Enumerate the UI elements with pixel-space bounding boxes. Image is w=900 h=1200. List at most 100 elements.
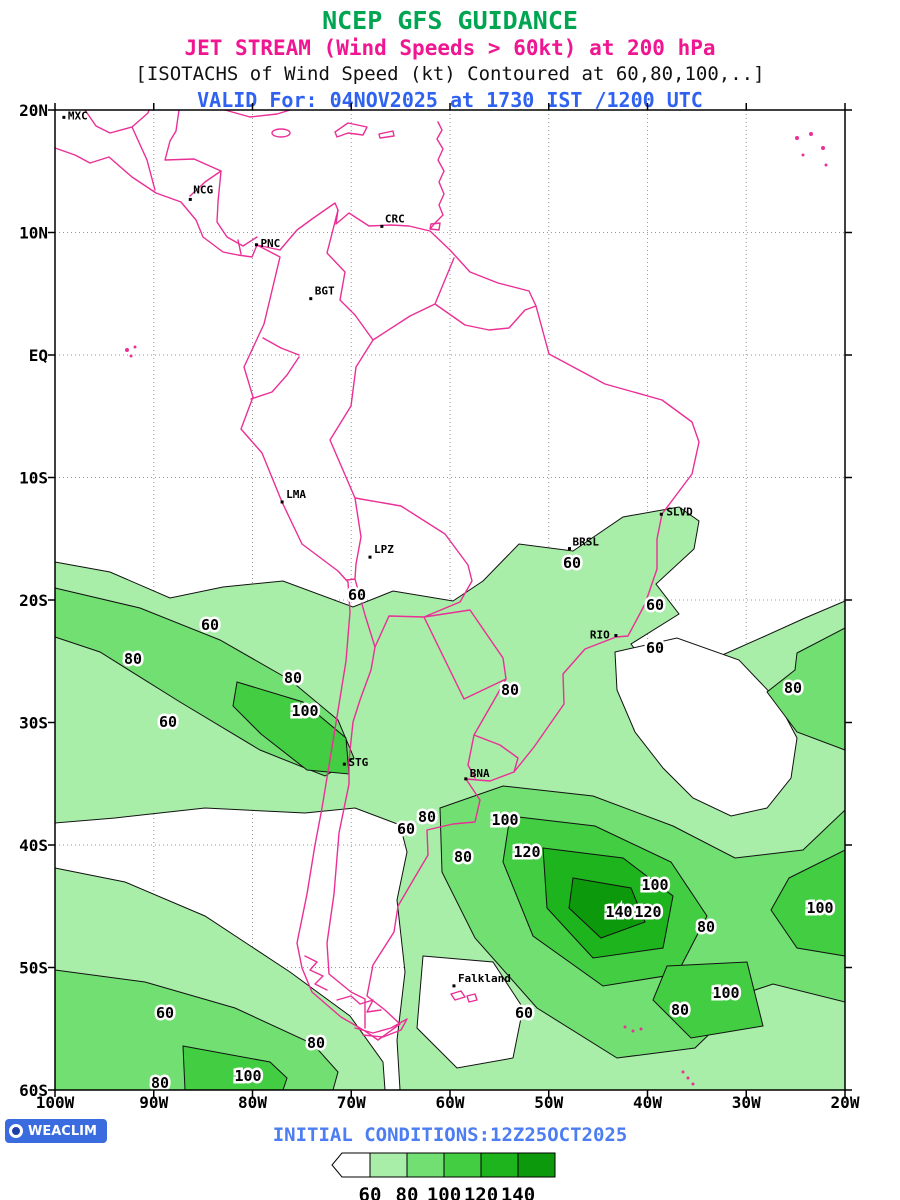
island-puerto-rico: [378, 130, 395, 139]
legend-labels: 60 80 100 120 140: [330, 1182, 560, 1200]
city-label: SLVD: [666, 505, 693, 518]
city-label: MXC: [68, 109, 88, 122]
legend-cell: [369, 1152, 408, 1178]
south-atlantic-islet: [639, 1027, 643, 1031]
city-label: BNA: [470, 767, 490, 780]
isotach-140-region: [568, 877, 646, 939]
border-north: [250, 209, 537, 400]
contour-label: 100: [712, 984, 739, 1002]
coastlines-and-borders: [54, 109, 700, 1041]
contour-label: 80: [671, 1001, 689, 1019]
isotach-fill-regions: [54, 506, 846, 1091]
contour-label: 120: [634, 903, 661, 921]
border-bolivia-brazil-paraguay: [354, 497, 507, 700]
fuego-fjord-squiggles: [304, 955, 408, 1038]
border-west-central: [329, 339, 425, 648]
city-marker: [62, 115, 66, 119]
lon-axis-label: 30W: [732, 1093, 761, 1110]
contour-label: 100: [806, 899, 833, 917]
isotach-100-region: [652, 961, 764, 1039]
city-marker: [380, 224, 384, 228]
legend-below-min-arrow: [331, 1152, 371, 1178]
border-argentina-uruguay-brazil: [467, 678, 519, 779]
city-marker: [452, 984, 456, 988]
cape-verde-islet: [809, 132, 813, 136]
city-marker: [659, 512, 663, 516]
city-marker: [567, 547, 571, 551]
island-trinidad: [429, 222, 441, 231]
legend-cell: [406, 1152, 445, 1178]
galapagos-islet: [129, 354, 133, 358]
south-atlantic-islet: [623, 1025, 627, 1029]
contour-label: 60: [397, 820, 415, 838]
country-borders: [131, 126, 537, 1029]
contour-label: 60: [348, 586, 366, 604]
sub-60-gap: [416, 955, 524, 1069]
title-model: NCEP GFS GUIDANCE: [322, 6, 578, 35]
title-contour-info: [ISOTACHS of Wind Speed (kt) Contoured a…: [135, 63, 765, 85]
coast-yucatan: [84, 109, 150, 134]
city-label: BRSL: [572, 536, 599, 549]
city-marker: [254, 243, 258, 247]
lesser-antilles-arc: [430, 121, 445, 229]
contour-label: 80: [151, 1074, 169, 1092]
contour-label: 80: [124, 650, 142, 668]
contour-label: 80: [284, 669, 302, 687]
weaclim-logo-icon: [9, 1124, 23, 1138]
city-marker: [368, 555, 372, 559]
south-atlantic-islet: [681, 1070, 685, 1074]
city-labels: MXC NCG PNC CRC BGT LMA LPZ BRSL SLVD RIO STG BNA Fa…: [62, 109, 693, 988]
contour-label: 60: [201, 616, 219, 634]
axis-ticks: [48, 103, 852, 1097]
lon-axis-label: 80W: [238, 1093, 267, 1110]
legend-tick-label: 80: [395, 1184, 419, 1200]
legend-tick-label: 140: [500, 1184, 536, 1200]
south-atlantic-islet: [686, 1076, 690, 1080]
legend-cell: [517, 1152, 556, 1178]
weaclim-logo-text: WEACLIM: [28, 1123, 97, 1139]
city-marker: [614, 634, 618, 638]
legend: 60 80 100 120 140: [330, 1152, 560, 1200]
island-dots: [125, 132, 828, 1086]
south-atlantic-islet: [691, 1082, 695, 1086]
lat-axis-label: 10S: [19, 469, 48, 488]
island-hispaniola: [334, 122, 368, 138]
lat-axis-label: 60S: [19, 1081, 48, 1100]
contour-label: 60: [156, 1004, 174, 1022]
lat-axis-label: 40S: [19, 836, 48, 855]
lat-axis-label: 10N: [19, 224, 48, 243]
city-marker: [464, 777, 468, 781]
border-central-america: [131, 126, 242, 255]
city-label: PNC: [260, 237, 280, 250]
city-marker: [309, 297, 313, 301]
legend-tick-label: 120: [463, 1184, 499, 1200]
contour-label: 80: [454, 848, 472, 866]
initial-conditions-text: INITIAL CONDITIONS:12Z25OCT2025: [272, 1124, 628, 1146]
lon-axis-label: 100W: [36, 1093, 75, 1110]
contour-label: 60: [159, 713, 177, 731]
city-label: LPZ: [374, 543, 394, 556]
border-andes-south: [326, 646, 376, 1029]
city-marker: [342, 762, 346, 766]
lon-axis-label: 90W: [139, 1093, 168, 1110]
lat-axis-label: EQ: [29, 346, 48, 365]
cape-verde-islet: [824, 163, 828, 167]
contour-label: 60: [563, 554, 581, 572]
city-marker: [188, 197, 192, 201]
contour-label: 100: [291, 702, 318, 720]
city-label: NCG: [193, 183, 213, 196]
legend-colorbar: [331, 1152, 556, 1178]
contour-label: 100: [234, 1067, 261, 1085]
coast-south-america: [240, 202, 700, 1041]
legend-tick-label: 100: [426, 1184, 462, 1200]
weaclim-logo: WEACLIM: [5, 1119, 107, 1143]
contour-label: 60: [646, 596, 664, 614]
isotach-100-region: [182, 1045, 288, 1091]
sub-60-gap: [614, 637, 798, 817]
title-product: JET STREAM (Wind Speeds > 60kt) at 200 h…: [184, 36, 716, 60]
contour-label: 80: [501, 681, 519, 699]
south-atlantic-islet: [631, 1029, 635, 1033]
falkland-islands: [450, 990, 478, 1003]
